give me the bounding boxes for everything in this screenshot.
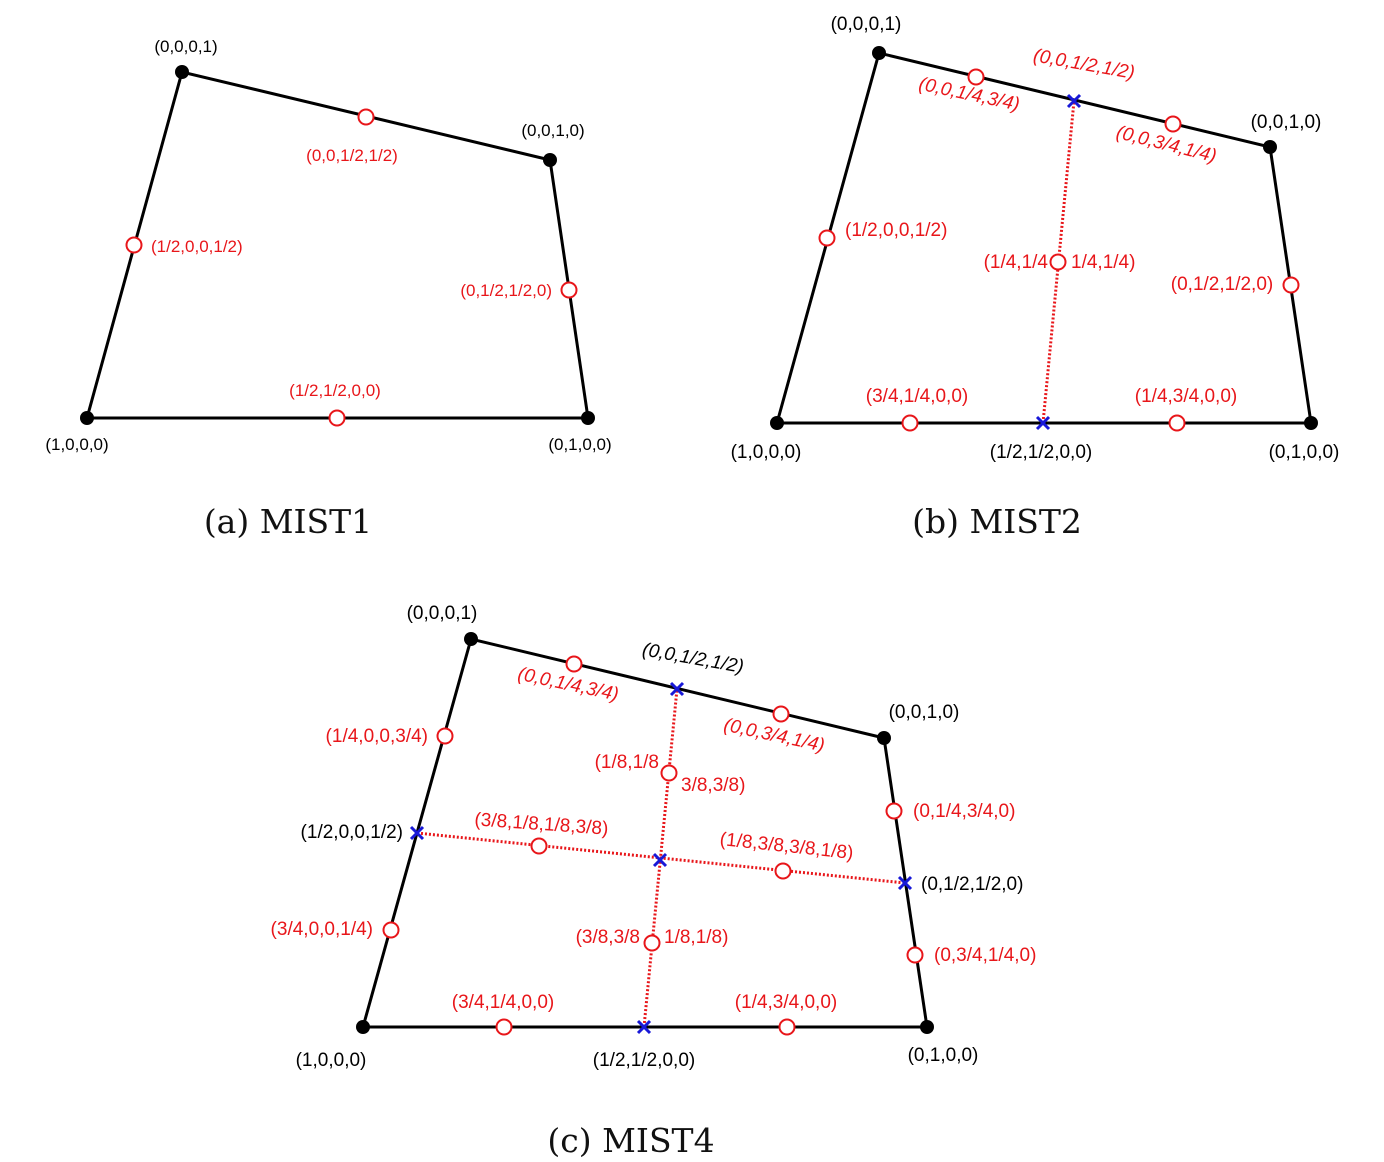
mist1-vertex-4 — [175, 65, 189, 79]
mist4-cross-bottom-stroke-b — [636, 1019, 652, 1035]
mist4-node-label-inner-top-b: 3/8,3/8) — [681, 775, 745, 796]
mist2-cross-label-bottom: (1/2,1/2,0,0) — [990, 442, 1092, 463]
mist4-quad — [361, 637, 929, 1029]
mist2-node-bottom-left — [901, 414, 919, 432]
mist4-cross-left — [409, 825, 425, 841]
mist4-node-bottom-left — [495, 1018, 513, 1036]
mist4-node-label-inner-bottom-a: (3/8,3/8 — [576, 927, 640, 948]
mist4-node-bottom-right — [778, 1018, 796, 1036]
mist1-node-right — [560, 281, 578, 299]
mist4-cross-bottom — [636, 1019, 652, 1035]
mist1-node-top — [357, 108, 375, 126]
mist2-node-label-center-a: (1/4,1/4 — [984, 252, 1049, 273]
mist4-cross-right — [897, 875, 913, 891]
mist4-cross-center — [652, 852, 668, 868]
mist2-cross-bottom-stroke-b — [1035, 415, 1051, 431]
mist4-cross-center-stroke-b — [652, 852, 668, 868]
mist1-vertex-label-3: (0,0,1,0) — [521, 121, 584, 140]
mist2-vertex-3 — [1263, 140, 1277, 154]
mist1-caption: (a) MIST1 — [204, 502, 372, 541]
mist1-vertex-2 — [581, 411, 595, 425]
mist2-node-label-right: (0,1/2,1/2,0) — [1171, 274, 1273, 295]
mist4-cross-right-stroke-b — [897, 875, 913, 891]
mist4-node-label-bottom-right: (1/4,3/4,0,0) — [735, 992, 837, 1013]
mist4-vertex-label-2: (0,1,0,0) — [908, 1045, 979, 1066]
mist2-node-label-center-b: 1/4,1/4) — [1071, 252, 1135, 273]
mist4-node-right-lower — [906, 946, 924, 964]
mist2-node-bottom-right — [1168, 414, 1186, 432]
mist2-vertex-label-3: (0,0,1,0) — [1251, 112, 1322, 133]
mist2-node-label-bottom-left: (3/4,1/4,0,0) — [866, 386, 968, 407]
mist1-node-left — [125, 236, 143, 254]
mist1-node-label-top: (0,0,1/2,1/2) — [306, 146, 398, 165]
mist4-vertex-3 — [877, 731, 891, 745]
mist2-cross-bottom — [1035, 415, 1051, 431]
mist4-vertex-label-3: (0,0,1,0) — [889, 702, 960, 723]
mist4-cross-top-stroke-b — [669, 681, 685, 697]
mist2-vertex-label-4: (0,0,0,1) — [831, 14, 902, 35]
mist4-cross-label-right: (0,1/2,1/2,0) — [921, 874, 1023, 895]
mist4-node-label-bottom-left: (3/4,1/4,0,0) — [452, 992, 554, 1013]
mist1-vertex-label-2: (0,1,0,0) — [548, 435, 611, 454]
mist4-node-label-left-upper: (1/4,0,0,3/4) — [326, 726, 428, 747]
mist4-node-label-inner-top-a: (1/8,1/8 — [595, 752, 659, 773]
mist1-node-label-left: (1/2,0,0,1/2) — [151, 237, 243, 256]
mist2-node-left — [818, 229, 836, 247]
markers-layer — [80, 46, 1318, 1036]
mist2-cross-top-stroke-b — [1066, 93, 1082, 109]
mist1-vertex-label-4: (0,0,0,1) — [154, 37, 217, 56]
mist2-node-top-right — [1164, 115, 1182, 133]
mist4-vertex-label-1: (1,0,0,0) — [296, 1050, 367, 1071]
mist2-vertex-1 — [770, 416, 784, 430]
mist4-node-label-right-lower: (0,3/4,1/4,0) — [934, 945, 1036, 966]
mist4-node-left-upper — [436, 727, 454, 745]
mist4-node-label-inner-left: (3/8,1/8,1/8,3/8) — [474, 809, 609, 839]
labels-layer: (1,0,0,0) (0,1,0,0) (0,0,1,0) (0,0,0,1) (1/2… — [45, 14, 1339, 1071]
mist4-node-left-lower — [382, 921, 400, 939]
mist4-vertex-2 — [920, 1020, 934, 1034]
mist1-node-label-bottom: (1/2,1/2,0,0) — [289, 381, 381, 400]
mist2-vertex-4 — [872, 46, 886, 60]
mist1-vertex-1 — [80, 411, 94, 425]
mist2-node-center — [1049, 253, 1067, 271]
mist4-node-inner-top — [660, 764, 678, 782]
mist2-cross-label-top: (0,0,1/2,1/2) — [1032, 45, 1137, 83]
mist4-node-label-inner-bottom-b: 1/8,1/8) — [664, 927, 728, 948]
mist4-node-label-left-lower: (3/4,0,0,1/4) — [271, 919, 373, 940]
mist2-vertex-2 — [1304, 416, 1318, 430]
mist4-node-label-right-upper: (0,1/4,3/4,0) — [913, 801, 1015, 822]
mist4-node-top-left — [565, 655, 583, 673]
mist4-cross-label-left: (1/2,0,0,1/2) — [301, 822, 403, 843]
mist2-node-top-left — [967, 68, 985, 86]
mist1-node-bottom — [328, 409, 346, 427]
mist4-cross-label-top: (0,0,1/2,1/2) — [641, 639, 746, 677]
captions-layer: (a) MIST1 (b) MIST2 (c) MIST4 — [204, 502, 1082, 1160]
mist2-node-label-bottom-right: (1/4,3/4,0,0) — [1135, 386, 1237, 407]
mist2-vertex-label-1: (1,0,0,0) — [731, 442, 802, 463]
mist4-cross-left-stroke-b — [409, 825, 425, 841]
mist4-node-right-upper — [885, 802, 903, 820]
mist4-node-inner-right — [774, 862, 792, 880]
mist4-node-top-right — [772, 705, 790, 723]
mist1-node-label-right: (0,1/2,1/2,0) — [460, 281, 552, 300]
mist2-node-label-left: (1/2,0,0,1/2) — [845, 220, 947, 241]
mist1-vertex-3 — [543, 153, 557, 167]
mist2-vertex-label-2: (0,1,0,0) — [1269, 442, 1340, 463]
mist4-node-label-inner-right: (1/8,3/8,3/8,1/8) — [719, 829, 855, 864]
mist4-vertex-label-4: (0,0,0,1) — [407, 603, 478, 624]
mist4-cross-top — [669, 681, 685, 697]
mist4-node-inner-bottom — [643, 934, 661, 952]
mist4-cross-label-bottom: (1/2,1/2,0,0) — [593, 1050, 695, 1071]
mist4-node-inner-left — [530, 837, 548, 855]
mist4-vertex-4 — [464, 632, 478, 646]
mist4-vertex-1 — [356, 1020, 370, 1034]
mist1-vertex-label-1: (1,0,0,0) — [45, 435, 108, 454]
mist4-caption: (c) MIST4 — [547, 1121, 714, 1160]
mist2-cross-top — [1066, 93, 1082, 109]
mist2-node-right — [1282, 276, 1300, 294]
mist2-caption: (b) MIST2 — [912, 502, 1082, 541]
